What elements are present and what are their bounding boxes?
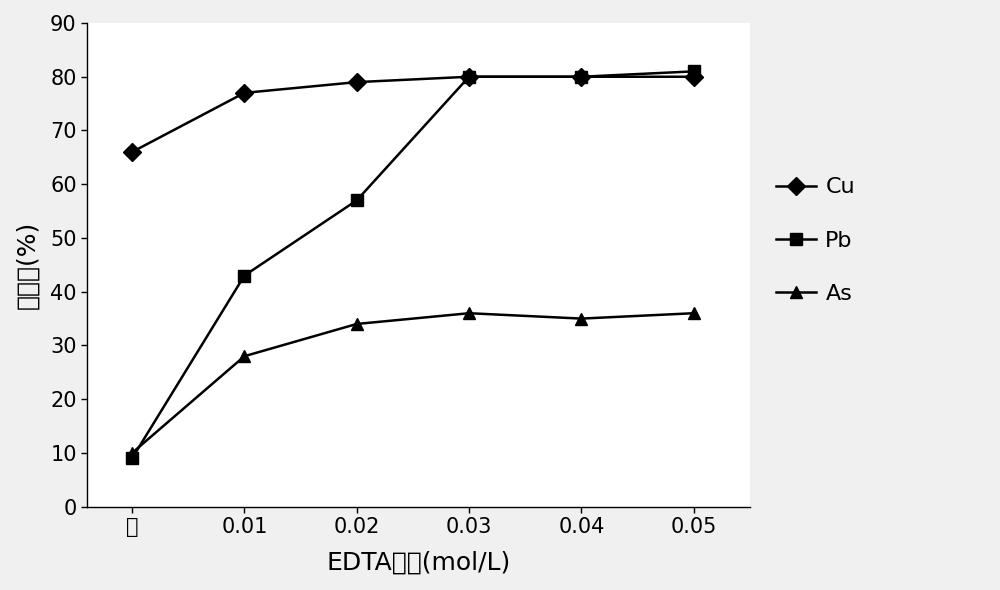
As: [238, 353, 250, 360]
Pb: [463, 73, 475, 80]
As: [575, 315, 587, 322]
As: [351, 320, 363, 327]
Line: Pb: Pb: [126, 65, 700, 464]
Legend: Cu, Pb, As: Cu, Pb, As: [768, 168, 864, 313]
Cu: [351, 78, 363, 86]
Pb: [575, 73, 587, 80]
Cu: [126, 149, 138, 156]
X-axis label: EDTA浓度(mol/L): EDTA浓度(mol/L): [326, 551, 511, 575]
Cu: [688, 73, 700, 80]
Line: Cu: Cu: [126, 70, 700, 158]
Pb: [238, 272, 250, 279]
As: [126, 450, 138, 457]
Pb: [351, 197, 363, 204]
Y-axis label: 去除率(%): 去除率(%): [15, 221, 39, 309]
As: [463, 310, 475, 317]
Cu: [463, 73, 475, 80]
Line: As: As: [126, 307, 700, 459]
Pb: [126, 455, 138, 462]
Cu: [575, 73, 587, 80]
As: [688, 310, 700, 317]
Cu: [238, 89, 250, 96]
Pb: [688, 68, 700, 75]
